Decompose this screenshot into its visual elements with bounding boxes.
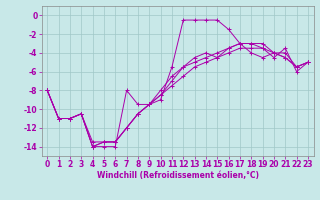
- X-axis label: Windchill (Refroidissement éolien,°C): Windchill (Refroidissement éolien,°C): [97, 171, 259, 180]
